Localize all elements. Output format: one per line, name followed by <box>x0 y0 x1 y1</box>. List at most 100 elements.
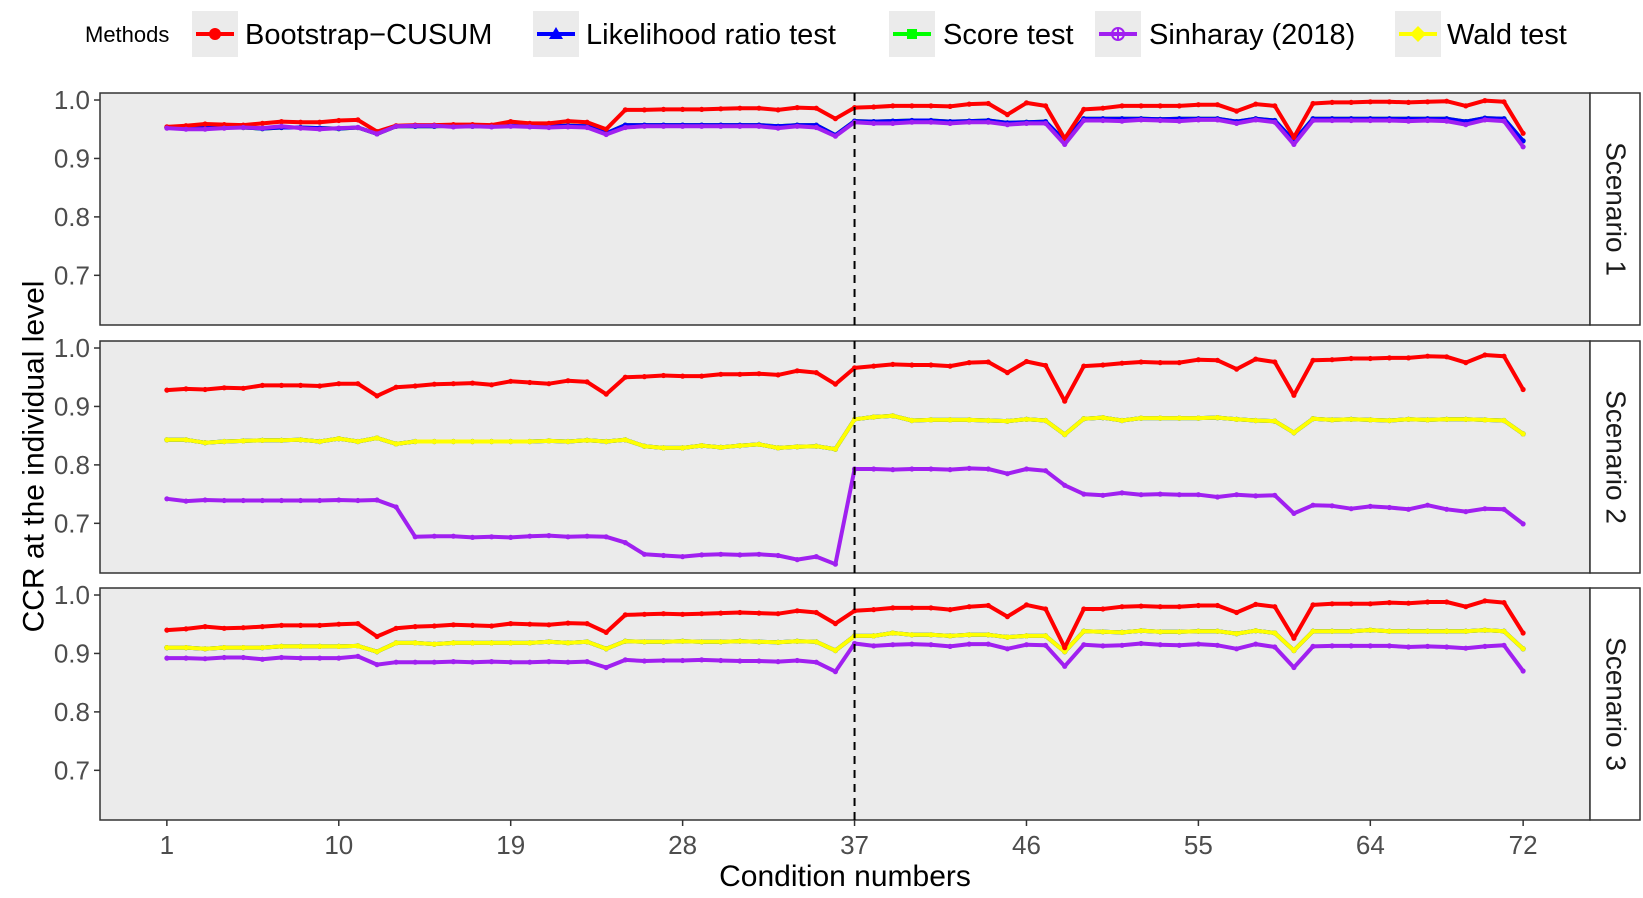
data-point <box>1234 108 1240 114</box>
data-point <box>1367 627 1373 633</box>
data-point <box>1501 417 1507 424</box>
data-point <box>298 125 304 131</box>
data-point <box>469 438 476 445</box>
data-point <box>431 123 437 129</box>
data-point <box>1310 416 1316 422</box>
data-point <box>1100 362 1106 368</box>
data-point <box>1386 99 1392 105</box>
data-point <box>680 638 686 644</box>
data-point <box>1234 120 1240 126</box>
data-point <box>259 125 265 131</box>
data-point <box>1425 417 1431 423</box>
data-point <box>546 659 552 665</box>
data-point <box>775 445 781 451</box>
data-point <box>317 655 323 661</box>
data-point <box>1195 492 1201 498</box>
data-point <box>832 133 839 139</box>
series-line <box>166 117 1525 148</box>
data-point <box>966 101 972 107</box>
data-point <box>508 621 514 627</box>
data-point <box>928 119 934 125</box>
data-point <box>1310 357 1316 363</box>
x-tick-label: 72 <box>1509 830 1538 860</box>
data-point <box>412 624 418 630</box>
data-point <box>928 466 934 472</box>
plot-area <box>164 98 1526 150</box>
data-point <box>1329 628 1335 634</box>
data-point <box>813 639 819 645</box>
series-line <box>166 353 1525 404</box>
data-point <box>1234 366 1240 372</box>
data-point <box>1157 103 1163 109</box>
data-point <box>775 611 781 617</box>
data-point <box>1520 130 1526 136</box>
data-point <box>1291 635 1297 641</box>
data-point <box>546 622 552 628</box>
data-point <box>1043 417 1049 424</box>
data-point <box>947 607 953 613</box>
data-point <box>794 123 800 129</box>
data-point <box>1310 643 1316 650</box>
data-point <box>1043 642 1049 648</box>
data-point <box>278 382 285 388</box>
data-point <box>1348 416 1354 422</box>
series-line <box>166 598 1525 650</box>
data-point <box>298 655 304 661</box>
data-point <box>1329 601 1335 607</box>
data-point <box>1272 418 1278 424</box>
data-point <box>909 362 915 368</box>
data-point <box>508 123 514 129</box>
data-point <box>1425 643 1431 650</box>
data-point <box>947 643 953 650</box>
data-point <box>1501 600 1507 606</box>
data-point <box>1176 629 1182 635</box>
data-point <box>737 371 743 377</box>
data-point <box>718 657 724 664</box>
data-point <box>221 654 227 661</box>
data-point <box>1138 492 1144 498</box>
data-point <box>909 417 915 424</box>
data-point <box>584 639 590 645</box>
data-point <box>1291 392 1297 398</box>
data-point <box>756 639 762 645</box>
data-point <box>985 100 991 107</box>
data-point <box>164 655 170 661</box>
data-point <box>298 119 304 125</box>
data-point <box>985 359 991 365</box>
data-point <box>1405 118 1412 124</box>
data-point <box>603 629 609 636</box>
data-point <box>317 126 323 132</box>
data-point <box>259 497 265 504</box>
data-point <box>1081 642 1087 648</box>
data-point <box>508 659 514 665</box>
data-point <box>1138 603 1144 609</box>
data-point <box>584 533 590 539</box>
data-point <box>1444 599 1450 605</box>
y-tick-label: 0.9 <box>54 391 90 421</box>
data-point <box>431 641 437 647</box>
data-point <box>336 381 342 387</box>
data-point <box>1062 663 1068 669</box>
data-point <box>718 551 724 557</box>
data-point <box>584 659 590 665</box>
data-point <box>1463 103 1469 109</box>
data-point <box>1023 466 1030 472</box>
data-point <box>718 106 724 112</box>
strip-label: Scenario 2 <box>1601 390 1632 524</box>
series-sinharay-2018 <box>164 117 1526 150</box>
data-point <box>431 659 437 665</box>
data-point <box>1463 360 1469 366</box>
data-point <box>565 378 571 384</box>
data-point <box>1043 606 1049 612</box>
data-point <box>164 645 170 651</box>
data-point <box>489 623 495 629</box>
legend-item-bootstrap-cusum: Bootstrap−CUSUM <box>192 11 492 57</box>
data-point <box>1100 606 1106 612</box>
data-point <box>317 119 323 125</box>
data-point <box>240 645 246 651</box>
data-point <box>1100 105 1106 111</box>
data-point <box>1405 600 1412 606</box>
data-point <box>1043 362 1049 369</box>
data-point <box>985 641 991 647</box>
